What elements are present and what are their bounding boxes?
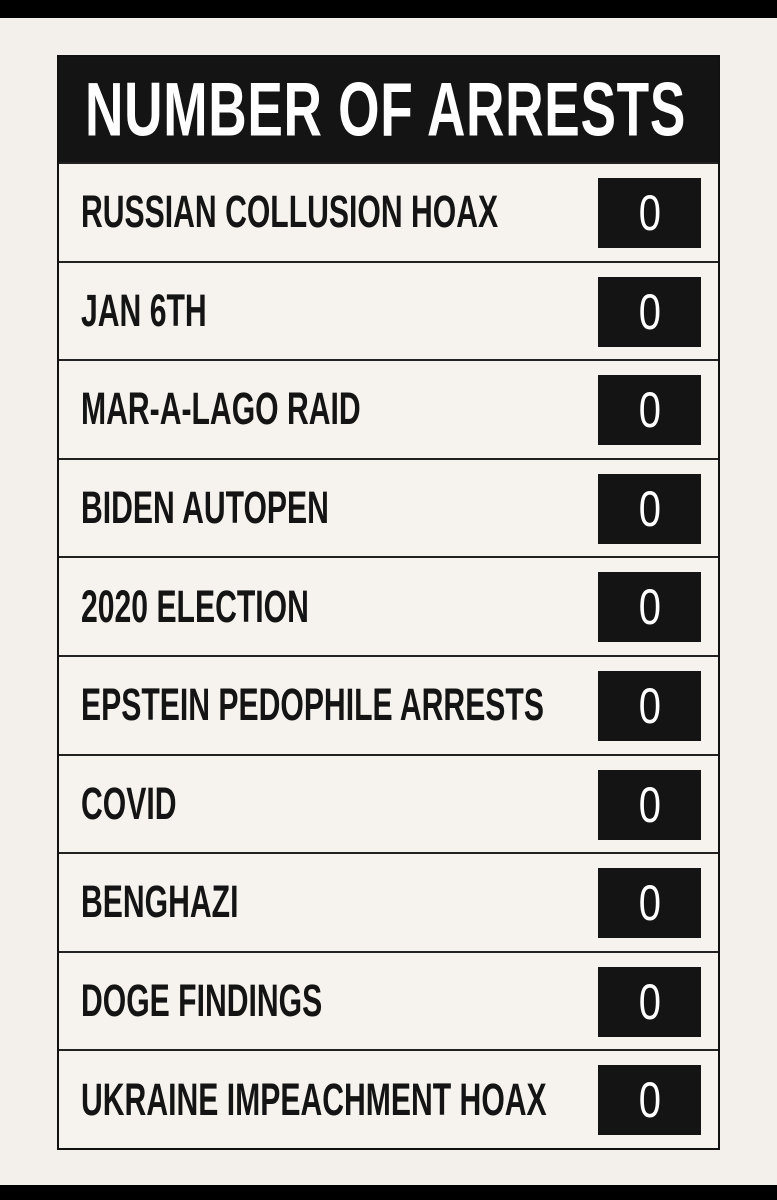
count-value: 0 <box>638 480 661 537</box>
count-box: 0 <box>598 572 701 643</box>
count-box: 0 <box>598 473 701 544</box>
count-box: 0 <box>598 178 701 248</box>
count-box: 0 <box>598 1065 701 1136</box>
row-label: EPSTEIN PEDOPHILE ARRESTS <box>81 679 544 731</box>
table-title: NUMBER OF ARRESTS <box>85 67 687 152</box>
table-row: BENGHAZI 0 <box>59 852 718 951</box>
count-value: 0 <box>638 776 661 833</box>
table-header: NUMBER OF ARRESTS <box>59 57 718 162</box>
row-label: BIDEN AUTOPEN <box>81 482 329 534</box>
table-row: UKRAINE IMPEACHMENT HOAX 0 <box>59 1049 718 1148</box>
count-value: 0 <box>638 677 661 734</box>
table-row: COVID 0 <box>59 753 718 853</box>
count-value: 0 <box>638 283 661 340</box>
table-row: BIDEN AUTOPEN 0 <box>59 457 718 557</box>
row-label: JAN 6TH <box>81 284 207 336</box>
count-box: 0 <box>598 670 701 741</box>
bottom-bar <box>0 1185 777 1200</box>
row-label: DOGE FINDINGS <box>81 975 323 1027</box>
count-value: 0 <box>638 875 661 932</box>
count-value: 0 <box>638 1072 661 1129</box>
count-box: 0 <box>598 769 701 840</box>
count-box: 0 <box>598 868 701 939</box>
count-box: 0 <box>598 276 701 347</box>
table-row: EPSTEIN PEDOPHILE ARRESTS 0 <box>59 654 718 754</box>
table-row: 2020 ELECTION 0 <box>59 556 718 655</box>
count-value: 0 <box>638 382 661 439</box>
count-value: 0 <box>638 185 661 241</box>
table-row: DOGE FINDINGS 0 <box>59 950 718 1050</box>
row-label: UKRAINE IMPEACHMENT HOAX <box>81 1073 547 1125</box>
table-row: JAN 6TH 0 <box>59 260 718 360</box>
table-row: MAR-A-LAGO RAID 0 <box>59 359 718 458</box>
count-value: 0 <box>638 579 661 636</box>
row-label: BENGHAZI <box>81 876 239 928</box>
row-label: COVID <box>81 777 177 829</box>
top-bar <box>0 0 777 18</box>
row-label: MAR-A-LAGO RAID <box>81 383 361 435</box>
arrests-table: NUMBER OF ARRESTS RUSSIAN COLLUSION HOAX… <box>57 55 720 1150</box>
row-label: 2020 ELECTION <box>81 580 309 632</box>
row-label: RUSSIAN COLLUSION HOAX <box>81 186 499 238</box>
count-box: 0 <box>598 966 701 1037</box>
table-row: RUSSIAN COLLUSION HOAX 0 <box>59 162 718 261</box>
count-value: 0 <box>638 973 661 1030</box>
count-box: 0 <box>598 375 701 446</box>
